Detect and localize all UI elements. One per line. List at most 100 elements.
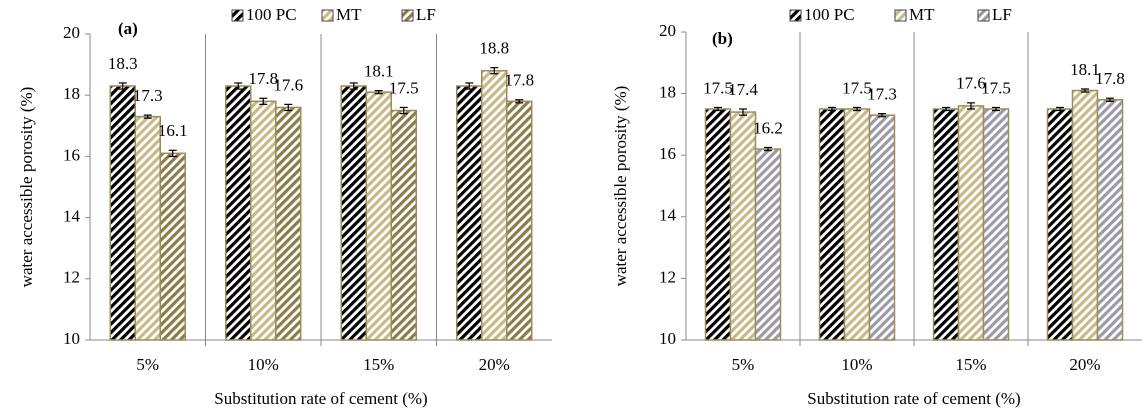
legend-swatch	[231, 9, 244, 22]
y-tick-label: 16	[63, 145, 80, 164]
y-tick-label: 10	[659, 329, 676, 348]
error-bar	[853, 106, 861, 112]
error-bar	[284, 103, 293, 112]
error-bar	[739, 108, 747, 116]
bar	[704, 108, 732, 341]
bar	[109, 85, 136, 341]
bar	[481, 69, 508, 341]
y-tick-label: 14	[659, 206, 677, 225]
error-bar	[349, 82, 358, 90]
y-tick-label: 20	[659, 21, 676, 40]
x-tick-label: 15%	[363, 355, 394, 374]
legend-swatch	[894, 9, 907, 22]
x-axis-title: Substitution rate of cement (%)	[214, 389, 427, 408]
y-axis-title: water accessible porosity (%)	[611, 86, 630, 287]
x-tick-label: 5%	[136, 355, 159, 374]
chart-title: (b)	[712, 29, 733, 48]
value-label: 17.8	[504, 71, 534, 90]
bar	[818, 108, 846, 341]
error-bar	[234, 82, 243, 90]
bar	[1046, 108, 1074, 341]
legend-swatch	[321, 9, 334, 22]
value-label: 18.1	[364, 62, 394, 81]
y-tick-label: 18	[659, 83, 676, 102]
value-label: 17.6	[956, 74, 986, 93]
value-label: 17.6	[273, 75, 303, 94]
bar	[506, 100, 533, 341]
legend-swatch	[977, 9, 990, 22]
error-bar	[374, 90, 383, 95]
y-tick-label: 20	[63, 23, 80, 42]
value-label: 17.5	[389, 78, 419, 97]
error-bar	[992, 106, 1000, 112]
value-label: 16.1	[158, 121, 188, 140]
y-tick-label: 16	[659, 144, 676, 163]
bar	[843, 108, 871, 341]
legend-label: MT	[909, 5, 935, 24]
bar	[365, 91, 392, 341]
bar	[1096, 99, 1124, 341]
error-bar	[878, 113, 886, 118]
bar	[134, 115, 161, 341]
error-bar	[1106, 97, 1114, 102]
value-label: 17.5	[981, 78, 1011, 97]
bar	[225, 85, 252, 341]
error-bar	[399, 106, 408, 115]
legend-swatch	[789, 9, 802, 22]
bar	[275, 106, 302, 341]
bar	[957, 105, 985, 341]
bar	[1071, 89, 1099, 341]
value-label: 17.8	[1095, 69, 1125, 88]
value-label: 18.1	[1070, 60, 1100, 79]
legend-label: MT	[336, 5, 362, 24]
error-bar	[714, 106, 722, 112]
chart-title: (a)	[118, 19, 138, 38]
error-bar	[143, 114, 152, 119]
value-label: 17.5	[703, 78, 733, 97]
error-bar	[515, 99, 524, 104]
x-tick-label: 5%	[732, 355, 755, 374]
bar	[390, 109, 417, 341]
bar	[868, 114, 896, 341]
legend-label: 100 PC	[804, 5, 855, 24]
value-label: 16.2	[753, 118, 783, 137]
error-bar	[168, 149, 177, 157]
bar	[159, 152, 186, 341]
legend-label: LF	[416, 5, 436, 24]
error-bar	[764, 146, 772, 152]
bar	[754, 148, 782, 341]
error-bar	[118, 82, 127, 90]
value-label: 18.8	[479, 39, 509, 58]
x-tick-label: 20%	[1069, 355, 1100, 374]
x-tick-label: 15%	[955, 355, 986, 374]
legend-label: 100 PC	[246, 5, 297, 24]
value-label: 18.3	[108, 54, 138, 73]
value-label: 17.3	[133, 86, 163, 105]
value-label: 17.4	[728, 80, 758, 99]
legend-label: LF	[992, 5, 1012, 24]
bar	[729, 111, 757, 341]
error-bar	[967, 102, 975, 110]
y-tick-label: 14	[63, 207, 81, 226]
error-bar	[490, 67, 499, 75]
x-axis-title: Substitution rate of cement (%)	[807, 389, 1020, 408]
y-tick-label: 12	[659, 267, 676, 286]
value-label: 17.8	[248, 69, 278, 88]
error-bar	[259, 97, 268, 105]
bar	[456, 85, 483, 341]
legend-swatch	[401, 9, 414, 22]
error-bar	[1056, 106, 1064, 112]
error-bar	[828, 106, 836, 112]
y-tick-label: 10	[63, 329, 80, 348]
bar	[932, 108, 960, 341]
x-tick-label: 20%	[479, 355, 510, 374]
y-axis-title: water accessible porosity (%)	[17, 87, 36, 288]
error-bar	[942, 106, 950, 112]
x-tick-label: 10%	[841, 355, 872, 374]
value-label: 17.3	[867, 85, 897, 104]
error-bar	[465, 82, 474, 90]
y-tick-label: 18	[63, 84, 80, 103]
x-tick-label: 10%	[248, 355, 279, 374]
bar	[250, 100, 277, 341]
